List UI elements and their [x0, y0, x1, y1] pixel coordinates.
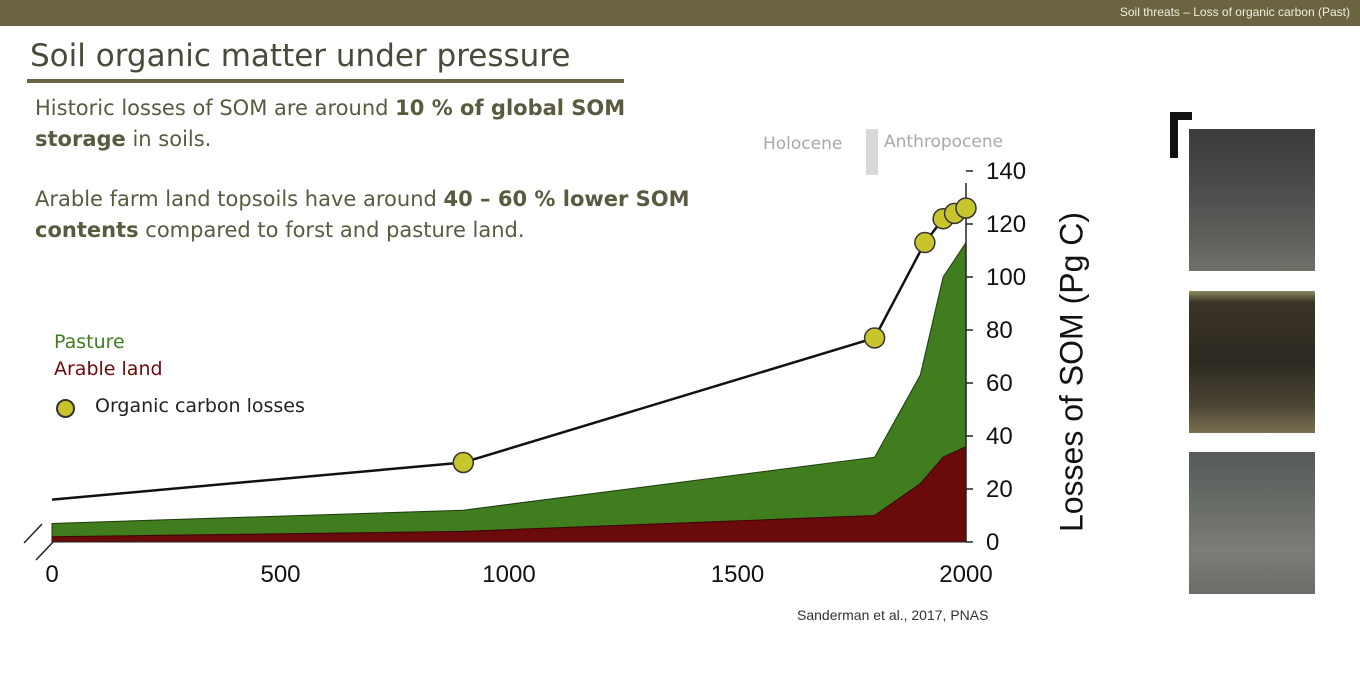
soil-profile-photo-2 [1189, 291, 1315, 433]
y-tick-label: 100 [986, 264, 1026, 291]
x-tick-label: 0 [45, 561, 58, 588]
soil-profile-photo-3 [1189, 452, 1315, 594]
epoch-label-anthropocene: Anthropocene [884, 132, 1004, 152]
slide-title: Soil organic matter under pressure [30, 38, 571, 74]
x-tick-label: 2000 [939, 561, 992, 588]
para1-bold: 10 % of global SOM storage [35, 96, 626, 151]
para2-bold: 40 – 60 % lower SOM contents [35, 187, 690, 242]
title-underline [27, 79, 624, 83]
para2-text-a: Arable farm land topsoils have around [35, 187, 444, 211]
soil-profile-photo-1 [1189, 129, 1315, 271]
y-axis-title: Losses of SOM (Pg C) [1053, 211, 1090, 533]
paragraph-historic-losses: Historic losses of SOM are around 10 % o… [35, 93, 695, 155]
losses-marker [914, 231, 936, 254]
y-tick-label: 0 [986, 529, 999, 556]
legend-arable: Arable land [54, 358, 163, 380]
axis-break-mark-1 [23, 523, 43, 544]
losses-line [51, 206, 967, 501]
y-tick-label: 140 [986, 158, 1026, 185]
x-tick-label: 1000 [482, 561, 535, 588]
axis-break-mark-2 [35, 540, 55, 561]
legend-pasture: Pasture [54, 331, 125, 353]
para1-text-a: Historic losses of SOM are around [35, 96, 396, 120]
pasture-area [51, 240, 967, 543]
paragraph-arable-topsoils: Arable farm land topsoils have around 40… [35, 184, 695, 246]
citation: Sanderman et al., 2017, PNAS [797, 607, 989, 623]
legend-marker-icon [56, 399, 75, 418]
epoch-label-holocene: Holocene [763, 134, 843, 154]
y-tick-label: 20 [986, 476, 1013, 503]
losses-marker [955, 197, 977, 219]
y-tick-label: 120 [986, 211, 1026, 238]
losses-marker [452, 451, 475, 474]
y-tick-label: 40 [986, 423, 1013, 450]
losses-marker [863, 327, 886, 349]
para2-text-b: compared to forst and pasture land. [138, 218, 525, 242]
legend-losses: Organic carbon losses [95, 395, 305, 417]
header-bar: Soil threats – Loss of organic carbon (P… [0, 0, 1360, 26]
y-tick-label: 80 [986, 317, 1013, 344]
photo-bracket [1170, 112, 1192, 158]
breadcrumb: Soil threats – Loss of organic carbon (P… [1119, 5, 1350, 19]
para1-text-b: in soils. [125, 127, 212, 151]
y-tick-label: 60 [986, 370, 1013, 397]
x-tick-label: 500 [260, 561, 300, 588]
x-tick-label: 1500 [711, 561, 764, 588]
epoch-divider [866, 129, 878, 175]
